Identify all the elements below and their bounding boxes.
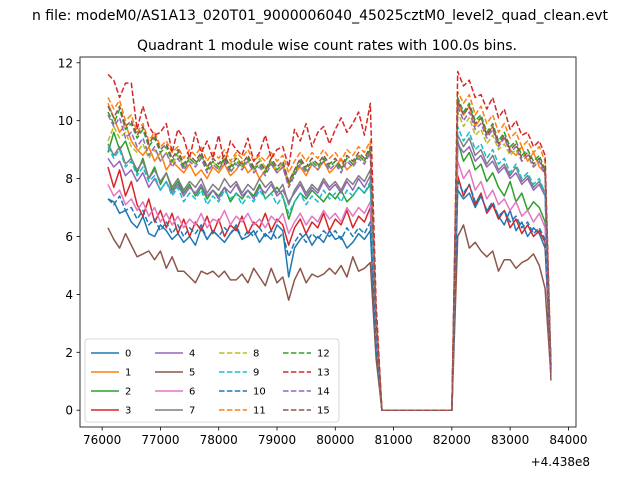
series-line-4 — [107, 143, 552, 411]
y-tick-label: 12 — [58, 56, 73, 70]
axes-frame — [79, 56, 577, 428]
legend-label-11: 11 — [253, 406, 266, 417]
x-tick-label: 83000 — [491, 433, 529, 447]
legend-label-13: 13 — [317, 368, 330, 379]
y-tick-label: 10 — [58, 114, 73, 128]
x-tick-label: 80000 — [316, 433, 354, 447]
chart-title: Quadrant 1 module wise count rates with … — [137, 38, 517, 54]
x-tick-label: 76000 — [83, 433, 121, 447]
legend-label-6: 6 — [189, 387, 195, 398]
x-offset-label: +4.438e8 — [531, 455, 590, 469]
legend-label-1: 1 — [125, 368, 131, 379]
x-tick-label: 77000 — [141, 433, 179, 447]
legend-label-7: 7 — [189, 406, 195, 417]
x-tick-label: 81000 — [374, 433, 412, 447]
series-line-14 — [107, 105, 552, 411]
series-line-2 — [107, 131, 552, 411]
series-line-9 — [107, 125, 552, 411]
legend-label-8: 8 — [253, 349, 259, 360]
legend-box — [84, 338, 340, 423]
legend-label-14: 14 — [317, 387, 330, 398]
series-line-12 — [107, 96, 552, 411]
x-tick-label: 79000 — [258, 433, 296, 447]
axis-ticks: 76000 77000 78000 79000 80000 81000 82000 83000… — [58, 56, 588, 447]
legend-label-2: 2 — [125, 387, 131, 398]
legend-label-9: 9 — [253, 368, 259, 379]
series-line-7 — [107, 134, 552, 411]
series-line-15 — [107, 99, 552, 411]
y-tick-label: 0 — [65, 404, 73, 418]
legend-label-15: 15 — [317, 406, 330, 417]
legend-label-3: 3 — [125, 406, 131, 417]
series-line-5 — [107, 224, 552, 411]
y-tick-label: 8 — [65, 172, 73, 186]
legend-label-0: 0 — [125, 349, 131, 360]
series-line-11 — [107, 90, 552, 411]
legend-label-5: 5 — [189, 368, 195, 379]
x-tick-label: 82000 — [433, 433, 471, 447]
plot-area — [107, 70, 552, 411]
series-line-1 — [107, 102, 552, 411]
legend-label-10: 10 — [253, 387, 266, 398]
y-tick-label: 4 — [65, 288, 73, 302]
series-line-10 — [107, 180, 552, 411]
y-tick-label: 6 — [65, 230, 73, 244]
series-line-6 — [107, 160, 552, 411]
y-tick-label: 2 — [65, 346, 73, 360]
figure-suptitle: n file: modeM0/AS1A13_020T01_9000006040_… — [32, 8, 609, 24]
legend-label-4: 4 — [189, 349, 195, 360]
x-tick-label: 84000 — [549, 433, 587, 447]
x-tick-label: 78000 — [200, 433, 238, 447]
legend-label-12: 12 — [317, 349, 330, 360]
